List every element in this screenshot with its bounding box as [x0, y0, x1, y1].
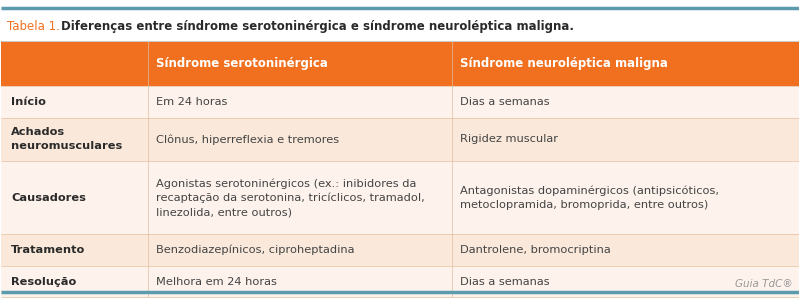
Text: Agonistas serotoninérgicos (ex.: inibidores da
recaptação da serotonina, tricícl: Agonistas serotoninérgicos (ex.: inibido…	[157, 178, 425, 217]
Text: Dias a semanas: Dias a semanas	[460, 97, 550, 107]
Text: Benzodiazepínicos, ciproheptadina: Benzodiazepínicos, ciproheptadina	[157, 245, 355, 255]
Text: Guia TdC®: Guia TdC®	[735, 279, 793, 289]
Text: Diferenças entre síndrome serotoninérgica e síndrome neuroléptica maligna.: Diferenças entre síndrome serotoninérgic…	[61, 20, 574, 33]
Bar	[1, 234, 799, 266]
Text: Síndrome serotoninérgica: Síndrome serotoninérgica	[157, 57, 328, 70]
Text: Rigidez muscular: Rigidez muscular	[460, 134, 558, 144]
Text: Clônus, hiperreflexia e tremores: Clônus, hiperreflexia e tremores	[157, 134, 339, 144]
Text: Em 24 horas: Em 24 horas	[157, 97, 228, 107]
Bar	[1, 118, 799, 161]
Bar	[1, 41, 799, 86]
Text: Início: Início	[11, 97, 46, 107]
Text: Achados
neuromusculares: Achados neuromusculares	[11, 127, 122, 151]
Text: Síndrome neuroléptica maligna: Síndrome neuroléptica maligna	[460, 57, 668, 70]
Text: Tabela 1.: Tabela 1.	[7, 20, 64, 33]
Text: Causadores: Causadores	[11, 193, 86, 203]
Text: Dantrolene, bromocriptina: Dantrolene, bromocriptina	[460, 245, 610, 255]
Text: Tratamento: Tratamento	[11, 245, 86, 255]
Text: Antagonistas dopaminérgicos (antipsicóticos,
metoclopramida, bromoprida, entre o: Antagonistas dopaminérgicos (antipsicóti…	[460, 185, 719, 210]
Bar	[1, 266, 799, 297]
Text: Resolução: Resolução	[11, 277, 76, 287]
Text: Melhora em 24 horas: Melhora em 24 horas	[157, 277, 278, 287]
Bar	[1, 86, 799, 118]
Bar	[1, 161, 799, 234]
Text: Dias a semanas: Dias a semanas	[460, 277, 550, 287]
